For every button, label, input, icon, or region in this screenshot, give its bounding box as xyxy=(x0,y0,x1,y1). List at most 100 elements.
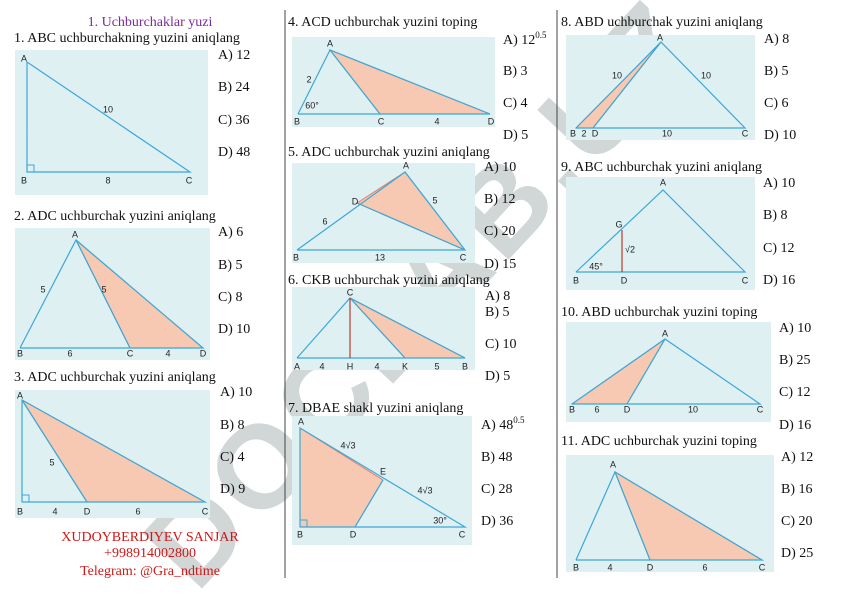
figure-label: 45° xyxy=(589,261,603,271)
problem: 1. ABC uchburchakning yuzini aniqlang A 10… xyxy=(14,31,250,195)
figure-label: 5 xyxy=(101,284,106,294)
figure-label: 30° xyxy=(433,515,447,525)
answer-option: D) 16 xyxy=(763,273,795,288)
figure-label: D xyxy=(624,404,631,414)
figure-label: K xyxy=(402,361,408,371)
problem: 10. ABD uchburchak yuzini toping A B 6 D 10 C A… xyxy=(561,305,811,433)
answer-option: B) 8 xyxy=(220,418,245,433)
phone: +998914002800 xyxy=(104,546,196,561)
figure-label: 4 xyxy=(434,116,439,126)
question: 5. ADC uchburchak yuzini aniqlang xyxy=(288,145,490,160)
answer-option: A) 8 xyxy=(485,289,510,304)
question: 7. DBAE shakl yuzini aniqlang xyxy=(288,401,463,416)
figure-label: B xyxy=(462,361,468,371)
answer-option: D) 10 xyxy=(218,322,250,337)
figure-label: C xyxy=(378,116,385,126)
answer-option: D) 48 xyxy=(218,145,250,160)
figure-label: C xyxy=(127,348,134,358)
figure-label: A xyxy=(298,416,304,426)
figure-label: D xyxy=(350,529,357,539)
figure-label: D xyxy=(200,348,207,358)
figure-label: H xyxy=(347,361,354,371)
figure-label: 8 xyxy=(105,175,110,185)
answer-option: A) 480.5 xyxy=(481,415,525,433)
answer-option: B) 5 xyxy=(485,305,510,320)
answer-option: B) 16 xyxy=(781,482,813,497)
figure-label: A xyxy=(327,38,333,48)
answer-option: A) 120.5 xyxy=(503,30,547,48)
answer-option: C) 28 xyxy=(481,482,513,497)
figure-label: B xyxy=(297,529,303,539)
figure-line xyxy=(296,297,466,359)
figure-line xyxy=(297,49,491,115)
answer-option: C) 20 xyxy=(484,224,516,239)
figure-label: G xyxy=(615,219,622,229)
figure-label: 13 xyxy=(375,252,385,262)
right-angle xyxy=(26,164,35,173)
answer-option: C) 4 xyxy=(503,96,528,111)
figure-label: A xyxy=(72,229,78,239)
figure-label: A xyxy=(403,160,409,170)
figure-line xyxy=(21,399,88,503)
answer-option: D) 16 xyxy=(779,418,811,433)
figure-line xyxy=(571,338,762,405)
answer-option: D) 10 xyxy=(764,128,796,143)
answer-option: B) 8 xyxy=(763,208,788,223)
figure-label: C xyxy=(186,175,193,185)
figure-label: A xyxy=(21,53,27,63)
author: XUDOYBERDIYEV SANJAR xyxy=(61,530,239,545)
figure-line xyxy=(626,338,666,405)
problem: 2. ADC uchburchak yuzini aniqlang A 5 5 B 6 C 4… xyxy=(14,209,250,360)
figure-label: B xyxy=(17,506,23,516)
answer-option: D) 5 xyxy=(485,369,510,384)
figure-label: A xyxy=(662,328,668,338)
figure-label: 6 xyxy=(67,348,72,358)
right-angle xyxy=(21,494,30,503)
figure-label: 4 xyxy=(607,562,612,572)
figure-label: 5 xyxy=(434,361,439,371)
answer-option: C) 10 xyxy=(485,337,517,352)
figure-label: 60° xyxy=(305,100,319,110)
figure-line xyxy=(575,471,765,561)
answer-option: B) 12 xyxy=(484,192,516,207)
question: 9. ABC uchburchak yuzini aniqlang xyxy=(561,160,762,175)
question: 11. ADC uchburchak yuzini toping xyxy=(561,434,757,449)
question: 4. ACD uchburchak yuzini toping xyxy=(288,15,477,30)
figure-line xyxy=(349,297,406,359)
answer-option: C) 4 xyxy=(220,450,245,465)
telegram: Telegram: @Gra_ndtime xyxy=(80,564,220,579)
question: 3. ADC uchburchak yuzini aniqlang xyxy=(14,370,216,385)
figure-line xyxy=(614,471,651,561)
question: 10. ABD uchburchak yuzini toping xyxy=(561,305,757,320)
figure-label: √2 xyxy=(625,244,635,254)
figure-label: C xyxy=(202,506,209,516)
answer-option: C) 8 xyxy=(218,290,243,305)
figure-label: A xyxy=(660,177,666,187)
figure-label: B xyxy=(570,128,576,138)
figure-label: 4 xyxy=(165,348,170,358)
figure-label: E xyxy=(380,466,386,476)
problem: 4. ACD uchburchak yuzini toping A 2 60° B C 4 D… xyxy=(288,15,547,143)
figure-label: 10 xyxy=(688,404,698,414)
figure-label: B xyxy=(293,252,299,262)
answer-option: D) 15 xyxy=(484,257,516,272)
figure-label: D xyxy=(352,196,359,206)
figure-line xyxy=(19,239,205,349)
figure-label: 5 xyxy=(49,457,54,467)
exponent: 0.5 xyxy=(513,415,525,425)
figure-label: 6 xyxy=(135,506,140,516)
figure-line xyxy=(575,41,747,129)
question: 2. ADC uchburchak yuzini aniqlang xyxy=(14,209,216,224)
figure-label: 2 xyxy=(306,74,311,84)
figure-label: 5 xyxy=(432,195,437,205)
figure-line xyxy=(354,479,384,528)
figure-label: A xyxy=(610,459,616,469)
answer-option: C) 36 xyxy=(218,113,250,128)
figure-label: D xyxy=(592,128,599,138)
figure-label: B xyxy=(573,562,579,572)
figure-label: B xyxy=(573,275,579,285)
figure-label: 6 xyxy=(594,404,599,414)
